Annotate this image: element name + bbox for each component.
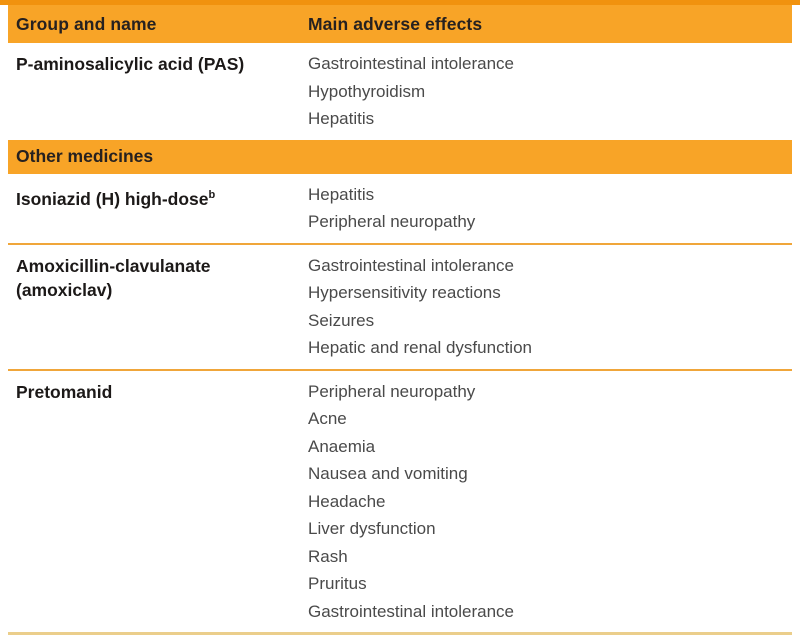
adverse-effects-list: Hepatitis Peripheral neuropathy: [300, 174, 792, 243]
drug-name-text: Isoniazid (H) high-dose: [16, 188, 209, 209]
section-header-label: Other medicines: [16, 146, 154, 166]
adverse-effect-item: Rash: [308, 546, 348, 566]
adverse-effect-item: Peripheral neuropathy: [308, 212, 476, 231]
table-row-pretomanid: Pretomanid Peripheral neuropathy Acne An…: [8, 371, 792, 633]
column-header-group-and-name: Group and name: [16, 13, 157, 34]
adverse-effect-item: Headache: [308, 491, 386, 511]
column-header-main-adverse-effects: Main adverse effects: [308, 13, 483, 34]
adverse-effect-item: Liver dysfunction: [308, 519, 436, 538]
table-row-pas: P-aminosalicylic acid (PAS) Gastrointest…: [8, 43, 792, 140]
drug-name: Pretomanid: [16, 381, 113, 402]
table-row-amoxiclav: Amoxicillin-clavulanate (amoxiclav) Gast…: [8, 245, 792, 371]
adverse-effect-item: Peripheral neuropathy: [308, 381, 476, 401]
adverse-effects-table: Group and name Main adverse effects P-am…: [8, 5, 792, 635]
drug-name: Amoxicillin-clavulanate (amoxiclav): [16, 255, 211, 300]
adverse-effect-item: Gastrointestinal intolerance: [308, 255, 515, 275]
adverse-effects-list: Peripheral neuropathy Acne Anaemia Nause…: [300, 371, 792, 633]
adverse-effect-item: Anaemia: [308, 436, 376, 456]
drug-name: P-aminosalicylic acid (PAS): [16, 54, 245, 74]
adverse-effect-item: Nausea and vomiting: [308, 464, 468, 483]
footnote-marker: b: [208, 188, 216, 201]
adverse-effects-list: Gastrointestinal intolerance Hypersensit…: [300, 245, 792, 369]
adverse-effects-list: Gastrointestinal intolerance Hypothyroid…: [300, 43, 792, 140]
adverse-effect-item: Pruritus: [308, 574, 367, 593]
adverse-effect-item: Gastrointestinal intolerance: [308, 601, 515, 621]
top-border: [0, 0, 800, 5]
section-header-other-medicines: Other medicines: [8, 139, 792, 174]
table-header-row: Group and name Main adverse effects: [8, 5, 792, 43]
table-row-isoniazid: Isoniazid (H) high-doseb Hepatitis Perip…: [8, 174, 792, 245]
adverse-effect-item: Seizures: [308, 310, 375, 330]
drug-name: Isoniazid (H) high-doseb: [16, 183, 292, 211]
adverse-effect-item: Hepatitis: [308, 184, 375, 204]
adverse-effect-item: Hypothyroidism: [308, 81, 426, 101]
adverse-effect-item: Hepatic and renal dysfunction: [308, 338, 532, 357]
adverse-effect-item: Hepatitis: [308, 109, 375, 128]
adverse-effect-item: Gastrointestinal intolerance: [308, 54, 515, 73]
adverse-effect-item: Acne: [308, 409, 347, 428]
adverse-effect-item: Hypersensitivity reactions: [308, 283, 501, 302]
